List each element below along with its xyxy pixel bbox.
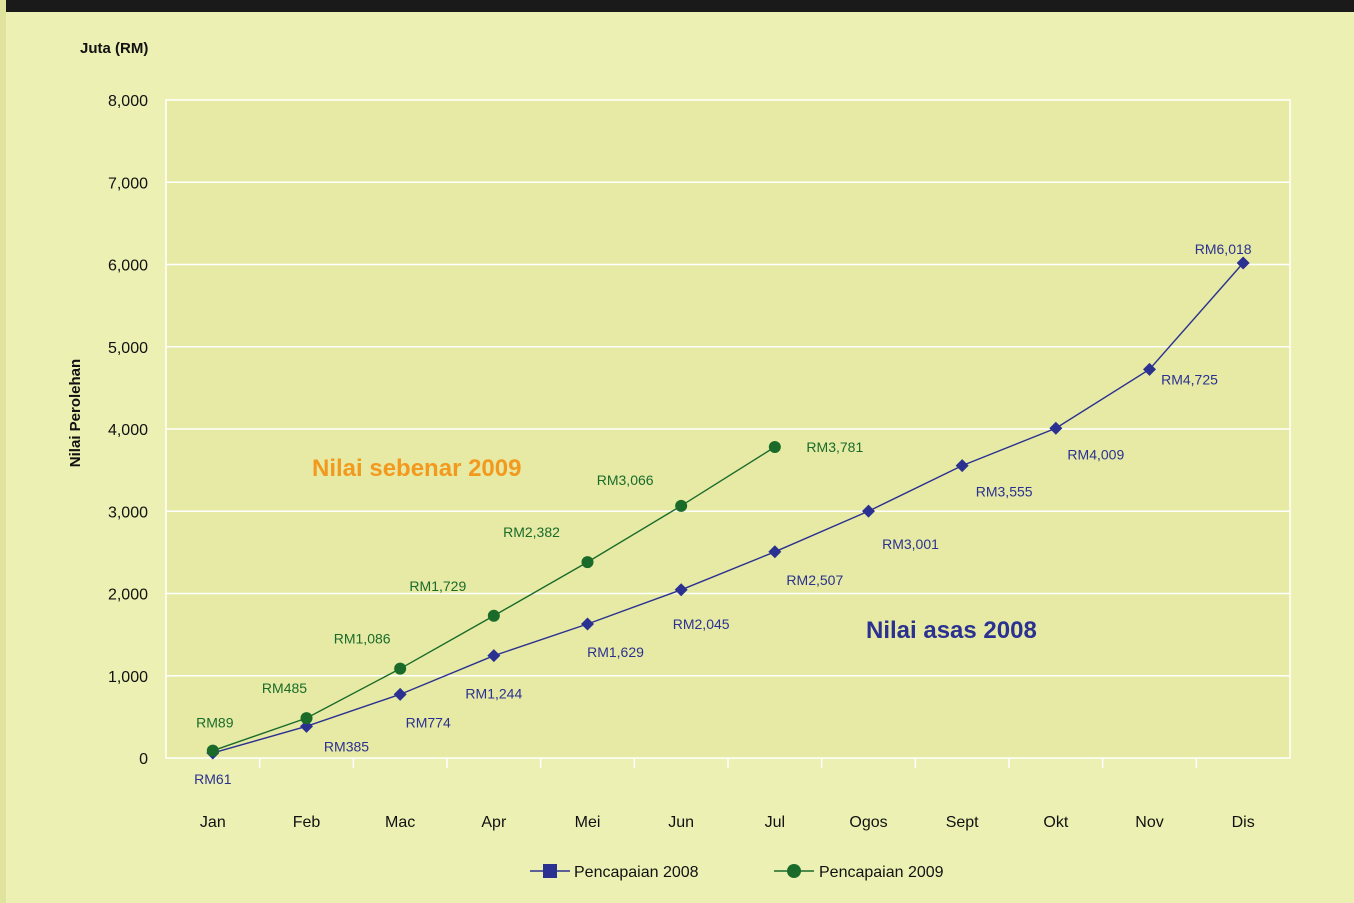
x-tick-marks (258, 758, 1198, 768)
marker-2009 (581, 556, 594, 569)
y-tick-label: 6,000 (108, 258, 148, 275)
top-border (0, 0, 1354, 12)
marker-2008 (487, 649, 501, 663)
x-tick-label: Feb (293, 814, 321, 831)
left-frame (0, 0, 6, 903)
data-label-2008: RM1,629 (587, 644, 644, 660)
data-label-2009: RM485 (262, 680, 307, 696)
data-label-2008: RM6,018 (1195, 241, 1252, 257)
marker-2008 (393, 687, 407, 701)
marker-2009 (487, 609, 500, 622)
data-label-2009: RM89 (196, 715, 234, 731)
line-2008 (212, 262, 1244, 754)
data-label-2008: RM61 (194, 771, 232, 787)
data-label-2009: RM3,781 (806, 439, 863, 455)
y-tick-label: 3,000 (108, 504, 148, 521)
marker-2008 (1143, 362, 1156, 376)
marker-2008 (1236, 256, 1250, 270)
data-label-2008: RM3,001 (882, 536, 939, 552)
data-label-2009: RM1,086 (334, 631, 391, 647)
y-axis-label: Nilai Perolehan (67, 359, 84, 467)
y-tick-label: 1,000 (108, 669, 148, 686)
x-tick-label: Dis (1232, 814, 1255, 831)
data-label-2008: RM774 (406, 714, 451, 730)
data-label-2008: RM2,507 (786, 572, 843, 588)
legend-item-2008: Pencapaian 2008 (530, 864, 699, 881)
data-label-2008: RM4,725 (1161, 371, 1218, 387)
marker-2008 (955, 459, 969, 473)
data-label-2008: RM2,045 (673, 616, 730, 632)
annotation-2008: Nilai asas 2008 (866, 617, 1037, 644)
legend-label-2009: Pencapaian 2009 (819, 864, 944, 881)
x-tick-label: Mei (575, 814, 601, 831)
y-tick-labels: 0 1,000 2,000 3,000 4,000 5,000 6,000 7,000 8,00… (108, 93, 148, 768)
y-tick-label: 0 (139, 751, 148, 768)
y-tick-label: 5,000 (108, 340, 148, 357)
legend-marker-2008 (543, 864, 557, 878)
x-tick-labels: Jan Feb Mac Apr Mei Jun Jul Ogos Sept Okt Nov Dis (200, 814, 1255, 831)
x-tick-label: Sept (946, 814, 979, 831)
data-label-2009: RM3,066 (597, 472, 654, 488)
legend-item-2009: Pencapaian 2009 (774, 864, 944, 881)
data-label-2008: RM4,009 (1067, 446, 1124, 462)
marker-2009 (206, 744, 219, 757)
x-tick-label: Jun (668, 814, 694, 831)
legend-marker-2009 (787, 864, 801, 878)
marker-2009 (300, 712, 313, 725)
x-tick-label: Ogos (849, 814, 887, 831)
x-tick-label: Jul (765, 814, 785, 831)
unit-label: Juta (RM) (80, 40, 148, 57)
x-tick-label: Okt (1043, 814, 1068, 831)
data-label-2008: RM1,244 (465, 686, 522, 702)
marker-2008 (862, 504, 875, 518)
y-tick-label: 7,000 (108, 175, 148, 192)
x-tick-label: Jan (200, 814, 226, 831)
data-labels: RM61 RM385 RM774 RM1,244 RM1,629 RM2,045 RM2,5… (194, 241, 1252, 787)
x-tick-label: Apr (481, 814, 507, 831)
x-tick-label: Mac (385, 814, 415, 831)
x-tick-label: Nov (1135, 814, 1163, 831)
marker-2009 (394, 662, 407, 675)
legend-label-2008: Pencapaian 2008 (574, 864, 699, 881)
data-label-2008: RM385 (324, 738, 369, 754)
y-tick-label: 8,000 (108, 93, 148, 110)
data-label-2008: RM3,555 (976, 484, 1033, 500)
annotation-2009: Nilai sebenar 2009 (312, 455, 521, 482)
y-tick-label: 2,000 (108, 587, 148, 604)
marker-2009 (768, 441, 781, 454)
data-label-2009: RM2,382 (503, 524, 560, 540)
marker-2008 (768, 545, 782, 559)
marker-2009 (675, 499, 688, 512)
marker-2008 (674, 583, 688, 597)
gridlines (166, 181, 1290, 677)
marker-2008 (581, 617, 594, 631)
y-tick-label: 4,000 (108, 422, 148, 439)
series-group (206, 256, 1250, 760)
marker-2008 (1049, 421, 1063, 435)
legend: Pencapaian 2008 Pencapaian 2009 (530, 864, 944, 881)
data-label-2009: RM1,729 (409, 578, 466, 594)
